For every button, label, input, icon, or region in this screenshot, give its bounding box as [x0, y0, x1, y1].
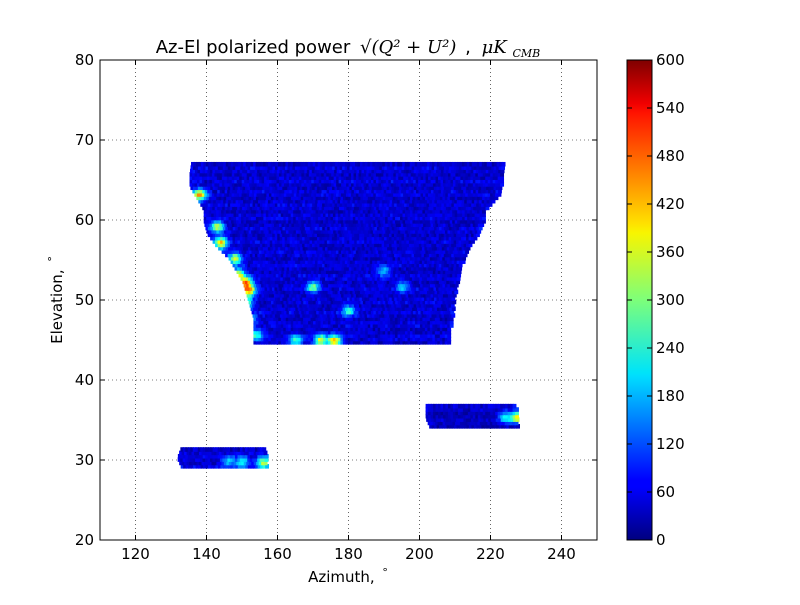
heatmap-cells	[178, 162, 520, 469]
